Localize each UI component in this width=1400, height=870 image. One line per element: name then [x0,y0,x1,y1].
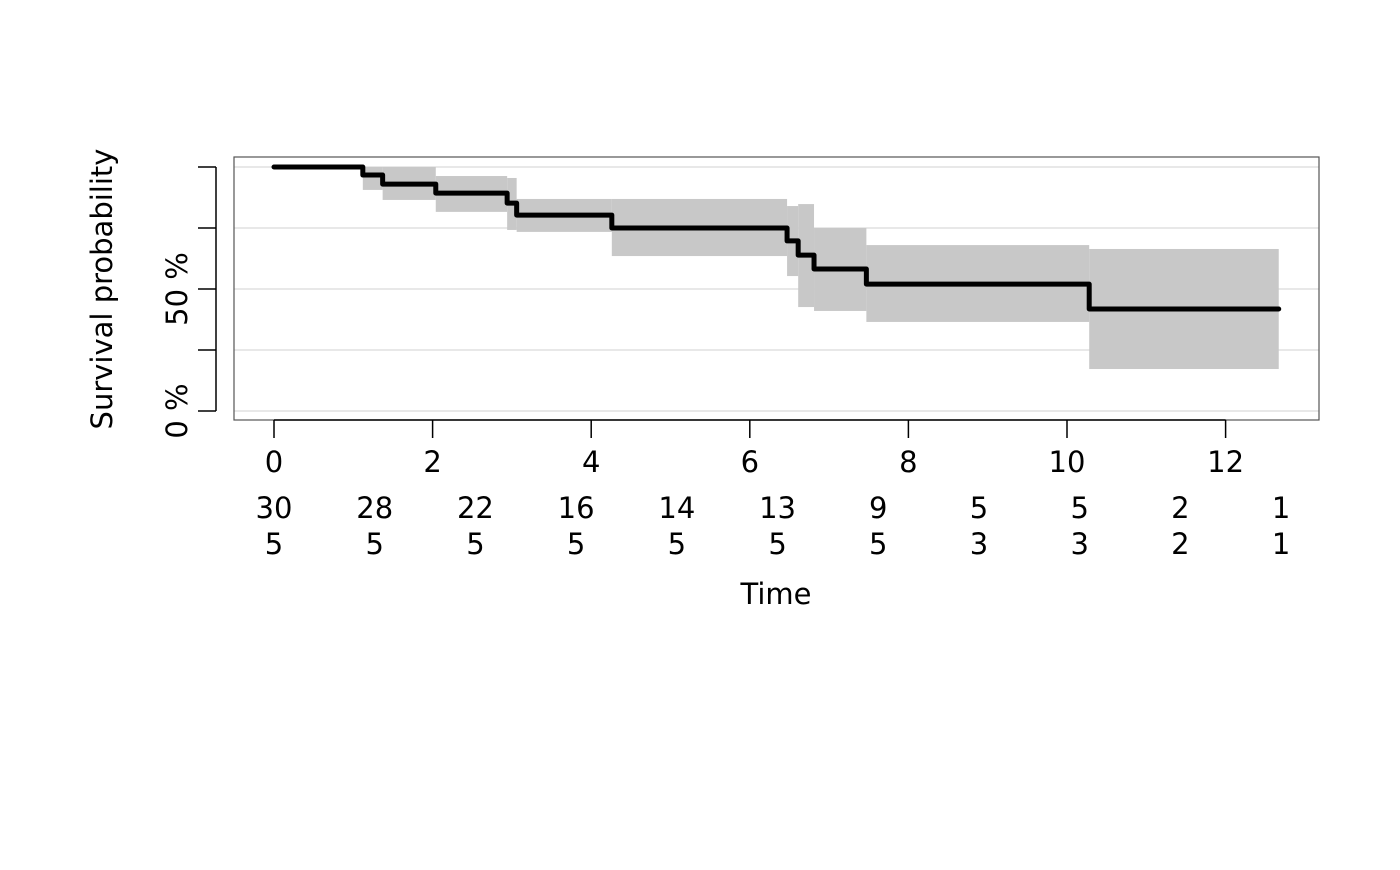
y-tick-label: 50 % [160,252,194,326]
risk-table-value: 5 [365,527,383,561]
x-tick-label: 6 [741,445,759,479]
risk-table-value: 28 [356,491,393,525]
confidence-band [362,167,383,190]
risk-table-value: 16 [558,491,595,525]
risk-table-value: 5 [1070,491,1088,525]
x-axis-label: Time [740,577,812,611]
risk-table-value: 14 [658,491,695,525]
risk-table-value: 1 [1272,491,1290,525]
survival-curve [271,164,1282,312]
risk-table-value: 5 [869,527,887,561]
risk-table-value: 2 [1171,527,1189,561]
y-axis-label: Survival probability [85,149,119,430]
risk-table-value: 22 [457,491,494,525]
risk-table-value: 5 [567,527,585,561]
x-tick-label: 4 [582,445,600,479]
x-tick-label: 12 [1207,445,1244,479]
risk-table-value: 13 [759,491,796,525]
risk-table-value: 1 [1272,527,1290,561]
x-tick-label: 8 [899,445,917,479]
risk-table-value: 5 [668,527,686,561]
risk-table-value: 5 [970,491,988,525]
risk-table-value: 9 [869,491,887,525]
risk-table-value: 5 [768,527,786,561]
x-tick-label: 2 [423,445,441,479]
x-tick-label: 10 [1049,445,1086,479]
y-axis: 0 % 50 % [160,166,217,439]
y-tick-label: 0 % [160,383,194,438]
risk-table-value: 5 [265,527,283,561]
x-axis: 0 2 4 6 8 10 12 [265,419,1244,479]
x-tick-label: 0 [265,445,283,479]
risk-table-value: 3 [1070,527,1088,561]
risk-table-value: 2 [1171,491,1189,525]
risk-table: 30 28 22 16 14 13 9 5 5 2 15 5 5 5 5 5 5 3 3 2 1 [256,491,1291,561]
risk-table-value: 5 [466,527,484,561]
risk-table-value: 30 [256,491,293,525]
risk-table-value: 3 [970,527,988,561]
